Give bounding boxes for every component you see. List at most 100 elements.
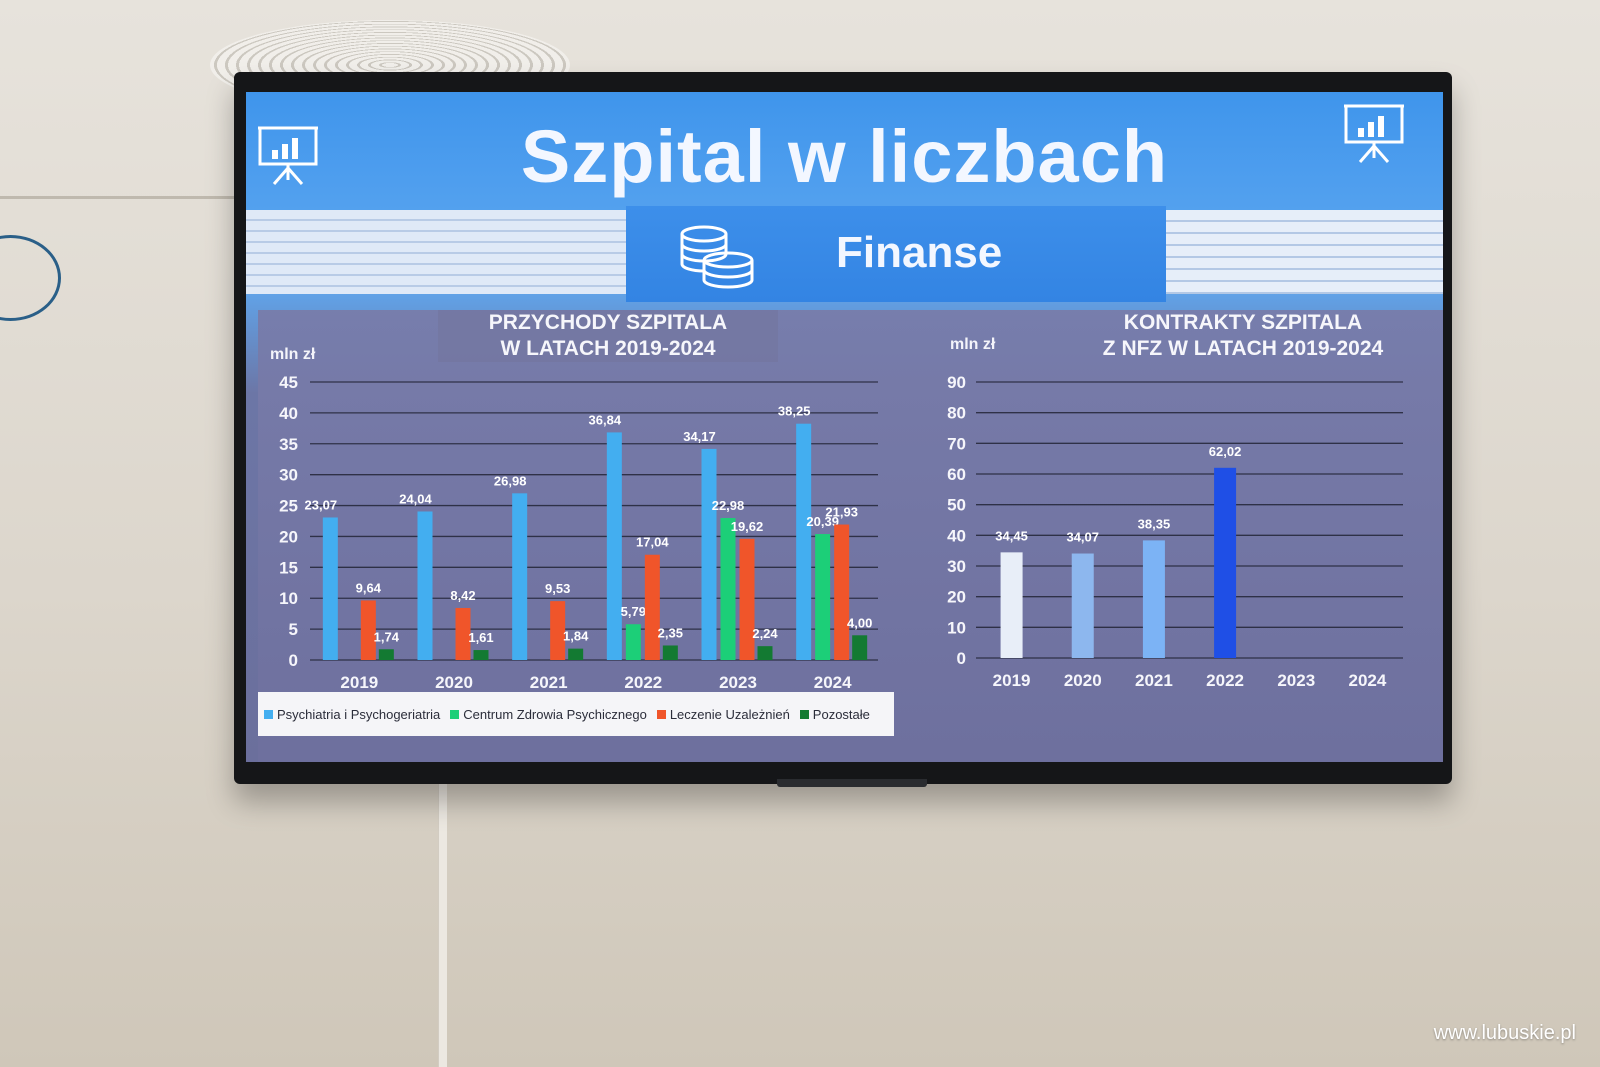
x-tick-label: 2023 [719, 673, 757, 692]
y-tick-label: 0 [957, 649, 966, 668]
x-tick-label: 2021 [1135, 671, 1173, 690]
data-label: 1,61 [468, 630, 493, 645]
y-tick-label: 20 [947, 588, 966, 607]
revenue-legend: Psychiatria i Psychogeriatria Centrum Zd… [258, 692, 894, 736]
y-tick-label: 30 [947, 557, 966, 576]
bar [701, 448, 717, 660]
y-tick-label: 50 [947, 496, 966, 515]
data-label: 9,64 [356, 580, 382, 595]
x-tick-label: 2020 [1064, 671, 1102, 690]
bar [815, 534, 831, 660]
tv-screen: Szpital w liczbach Finanse mln zł PRZYCH… [246, 92, 1443, 762]
data-label: 34,45 [995, 528, 1028, 543]
data-label: 8,42 [450, 588, 475, 603]
bar [417, 511, 433, 660]
data-label: 62,02 [1209, 444, 1242, 459]
x-tick-label: 2022 [1206, 671, 1244, 690]
bar [322, 517, 338, 660]
presentation-chart-icon [1344, 104, 1404, 163]
nfz-y-unit: mln zł [950, 336, 996, 353]
bar [473, 650, 489, 660]
bar [512, 493, 528, 660]
y-tick-label: 25 [279, 497, 298, 516]
legend-label: Psychiatria i Psychogeriatria [277, 706, 441, 722]
data-label: 17,04 [636, 535, 669, 550]
spreadsheet-background-left [246, 210, 626, 294]
data-label: 2,35 [658, 625, 683, 640]
bar [1000, 552, 1023, 658]
revenue-title-line-2: W LATACH 2019-2024 [500, 337, 716, 360]
bar [739, 538, 755, 660]
data-label: 1,84 [563, 629, 589, 644]
y-tick-label: 10 [947, 618, 966, 637]
legend-swatch [656, 709, 666, 719]
data-label: 4,00 [847, 615, 872, 630]
bar [1071, 553, 1094, 658]
y-tick-label: 5 [289, 620, 298, 639]
y-tick-label: 90 [947, 373, 966, 392]
y-tick-label: 0 [289, 651, 298, 670]
y-tick-label: 70 [947, 434, 966, 453]
x-tick-label: 2024 [1349, 671, 1387, 690]
x-tick-label: 2023 [1277, 671, 1315, 690]
legend-label: Centrum Zdrowia Psychicznego [463, 706, 647, 722]
revenue-chart-title: PRZYCHODY SZPITALA W LATACH 2019-2024 [438, 310, 778, 362]
data-label: 2,24 [752, 626, 778, 641]
nfz-title-line-1: KONTRAKTY SZPITALA [1123, 311, 1363, 334]
tv-bottom-bar [777, 779, 927, 787]
y-tick-label: 15 [279, 558, 298, 577]
bar [834, 524, 850, 660]
data-label: 19,62 [731, 519, 764, 534]
slide-title: Szpital w liczbach [520, 115, 1169, 198]
data-label: 1,74 [374, 629, 400, 644]
bar [625, 624, 641, 660]
legend-swatch [799, 709, 809, 719]
bar [606, 432, 622, 660]
revenue-y-unit: mln zł [270, 346, 316, 363]
nfz-chart-panel: mln zł KONTRAKTY SZPITALA Z NFZ W LATACH… [898, 310, 1443, 762]
data-label: 20,39 [806, 514, 839, 529]
x-tick-label: 2022 [624, 673, 662, 692]
legend-label: Pozostałe [812, 706, 870, 722]
data-label: 36,84 [589, 412, 622, 427]
y-tick-label: 40 [947, 526, 966, 545]
bar [1142, 540, 1165, 658]
ceiling-edge [0, 196, 240, 199]
y-tick-label: 10 [279, 589, 298, 608]
data-label: 23,07 [305, 497, 338, 512]
y-tick-label: 80 [947, 404, 966, 423]
legend-item-other: Pozostałe [799, 706, 870, 722]
bar [568, 648, 584, 660]
nfz-chart: 0 10 20 30 40 50 60 70 80 90 2019 34,45 2020 34,07 202… [947, 373, 1403, 690]
watermark: www.lubuskie.pl [1433, 1022, 1576, 1044]
bar [852, 635, 868, 660]
data-label: 26,98 [494, 473, 527, 488]
data-label: 24,04 [399, 491, 432, 506]
bar [720, 518, 736, 660]
nfz-title-line-2: Z NFZ W LATACH 2019-2024 [1102, 337, 1384, 360]
y-tick-label: 20 [279, 527, 298, 546]
coins-icon [680, 225, 754, 289]
bar [796, 423, 812, 660]
data-label: 38,25 [778, 404, 811, 419]
x-tick-label: 2020 [435, 673, 473, 692]
bar [550, 601, 566, 660]
data-label: 9,53 [545, 581, 570, 596]
x-tick-label: 2021 [530, 673, 568, 692]
data-label: 34,07 [1066, 530, 1099, 545]
legend-swatch [450, 709, 460, 719]
wall-cable [0, 235, 61, 321]
presentation-chart-icon [258, 126, 318, 185]
bar [455, 607, 471, 660]
data-label: 21,93 [825, 505, 858, 520]
data-label: 22,98 [712, 498, 745, 513]
y-tick-label: 45 [279, 373, 298, 392]
spreadsheet-background-right [1166, 210, 1443, 294]
legend-label: Leczenie Uzależnień [669, 706, 790, 722]
bar [644, 554, 660, 660]
bar [360, 600, 376, 660]
bar [378, 649, 394, 660]
x-tick-label: 2024 [814, 673, 852, 692]
revenue-title-line-1: PRZYCHODY SZPITALA [488, 311, 728, 334]
bar [662, 645, 678, 660]
